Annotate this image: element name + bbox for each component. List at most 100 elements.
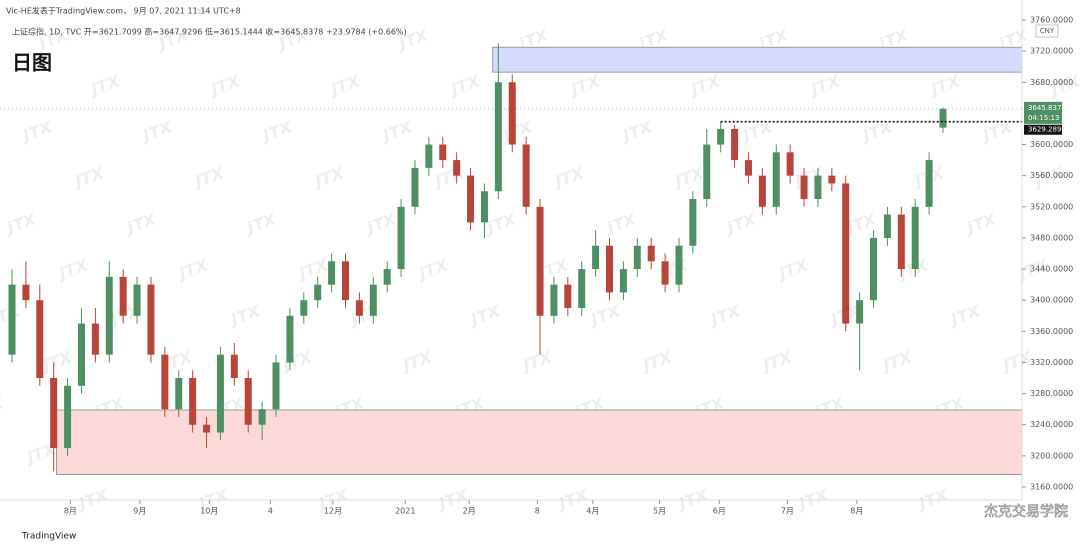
- y-tick-label: 3600.0000: [1030, 140, 1073, 149]
- candle-body: [550, 284, 558, 316]
- x-tick-label: 8: [535, 507, 540, 516]
- currency-box: [1035, 24, 1059, 38]
- footer: TradingView: [21, 532, 76, 542]
- x-tick-label: 4月: [586, 507, 599, 516]
- x-tick-label: 2021: [395, 507, 415, 516]
- y-tick-label: 3320.0000: [1030, 358, 1073, 367]
- candle-body: [314, 284, 322, 301]
- candle-body: [300, 300, 308, 316]
- watermark: JTX: [0, 393, 7, 422]
- candle-body: [189, 378, 197, 425]
- y-tick-label: 3480.0000: [1030, 233, 1073, 242]
- candle-body: [203, 424, 211, 433]
- candle-body: [341, 261, 349, 301]
- level-box: [1024, 124, 1062, 135]
- candle-body: [842, 183, 850, 324]
- candle-body: [508, 82, 516, 145]
- y-tick-label: 3760.0000: [1030, 16, 1073, 25]
- plot: [0, 43, 1023, 475]
- y-tick-label: 3280.0000: [1030, 389, 1073, 398]
- x-tick-label: 9月: [133, 507, 146, 516]
- x-tick-label: 8月: [850, 507, 863, 516]
- y-tick-label: 3360.0000: [1030, 327, 1073, 336]
- candle-body: [272, 362, 280, 410]
- candle-body: [105, 276, 113, 355]
- candle-body: [494, 82, 502, 192]
- x-tick-label: 6月: [713, 507, 726, 516]
- candle-body: [731, 128, 739, 161]
- last-price-box: [1024, 101, 1062, 124]
- candle-body: [133, 284, 141, 316]
- y-tick-label: 3400.0000: [1030, 296, 1073, 305]
- candle-body: [647, 245, 655, 262]
- candle-body: [22, 284, 30, 301]
- candle-body: [744, 160, 752, 176]
- header: Vic-HE发表于TradingView.com， 9月 07, 2021 11…: [6, 6, 241, 16]
- source-watermark: 杰克交易学院: [984, 503, 1068, 520]
- candle-body: [856, 300, 864, 324]
- candle-body: [216, 354, 224, 433]
- candle-body: [383, 269, 391, 285]
- candle-body: [828, 175, 836, 184]
- candle-body: [800, 175, 808, 200]
- candle-body: [480, 191, 488, 223]
- x-tick-label: 8月: [64, 507, 77, 516]
- candle-body: [633, 245, 641, 270]
- chart-title: 日图: [12, 51, 52, 75]
- candle-body: [411, 167, 419, 207]
- y-tick-label: 3560.0000: [1030, 171, 1073, 180]
- candle-body: [91, 323, 99, 355]
- candle-body: [397, 206, 405, 270]
- candle-body: [369, 284, 377, 316]
- candle-body: [717, 128, 725, 145]
- candle-body: [925, 160, 933, 207]
- candle-body: [286, 315, 294, 363]
- candle-body: [703, 144, 711, 200]
- candle-body: [161, 354, 169, 410]
- zone: [492, 46, 1023, 73]
- candle-body: [147, 284, 155, 355]
- candle-body: [689, 199, 697, 246]
- y-tick-label: 3200.0000: [1030, 451, 1073, 460]
- candle-body: [536, 206, 544, 316]
- candle-body: [619, 269, 627, 293]
- candle-body: [453, 160, 461, 176]
- symbol-line: 上证综指, 1D, TVC 开=3621.7099 高=3647.9296 低=…: [12, 27, 407, 37]
- candle-body: [50, 378, 58, 449]
- candle-body: [939, 108, 947, 128]
- x-tick-label: 10月: [200, 507, 218, 516]
- candle-body: [758, 175, 766, 207]
- candle-body: [814, 175, 822, 200]
- candle-body: [883, 214, 891, 238]
- candle-body: [328, 261, 336, 285]
- candle-body: [175, 378, 183, 410]
- candle-body: [592, 245, 600, 270]
- candle-body: [772, 152, 780, 207]
- candle-body: [786, 152, 794, 176]
- candle-body: [578, 269, 586, 308]
- zone: [56, 409, 1023, 475]
- x-tick-label: 2月: [463, 507, 476, 516]
- candle-body: [675, 245, 683, 285]
- candle-body: [64, 385, 72, 449]
- y-tick-label: 3240.0000: [1030, 420, 1073, 429]
- y-tick-label: 3680.0000: [1030, 78, 1073, 87]
- candle-body: [355, 300, 363, 316]
- candle-body: [230, 354, 238, 379]
- candle-body: [439, 144, 447, 161]
- candle-body: [77, 323, 85, 386]
- candle-body: [522, 144, 530, 207]
- y-tick-label: 3520.0000: [1030, 202, 1073, 211]
- candle-body: [244, 378, 252, 425]
- countdown: 04:15:13: [1028, 114, 1059, 122]
- y-tick-label: 3720.0000: [1030, 47, 1073, 56]
- candle-body: [606, 245, 614, 293]
- last-price-label: 3645.8378: [1028, 104, 1066, 112]
- y-tick-label: 3160.0000: [1030, 483, 1073, 492]
- candle-body: [8, 284, 16, 355]
- candle-body: [911, 206, 919, 270]
- candle-body: [564, 284, 572, 308]
- y-tick-label: 3440.0000: [1030, 265, 1073, 274]
- candle-body: [36, 300, 44, 379]
